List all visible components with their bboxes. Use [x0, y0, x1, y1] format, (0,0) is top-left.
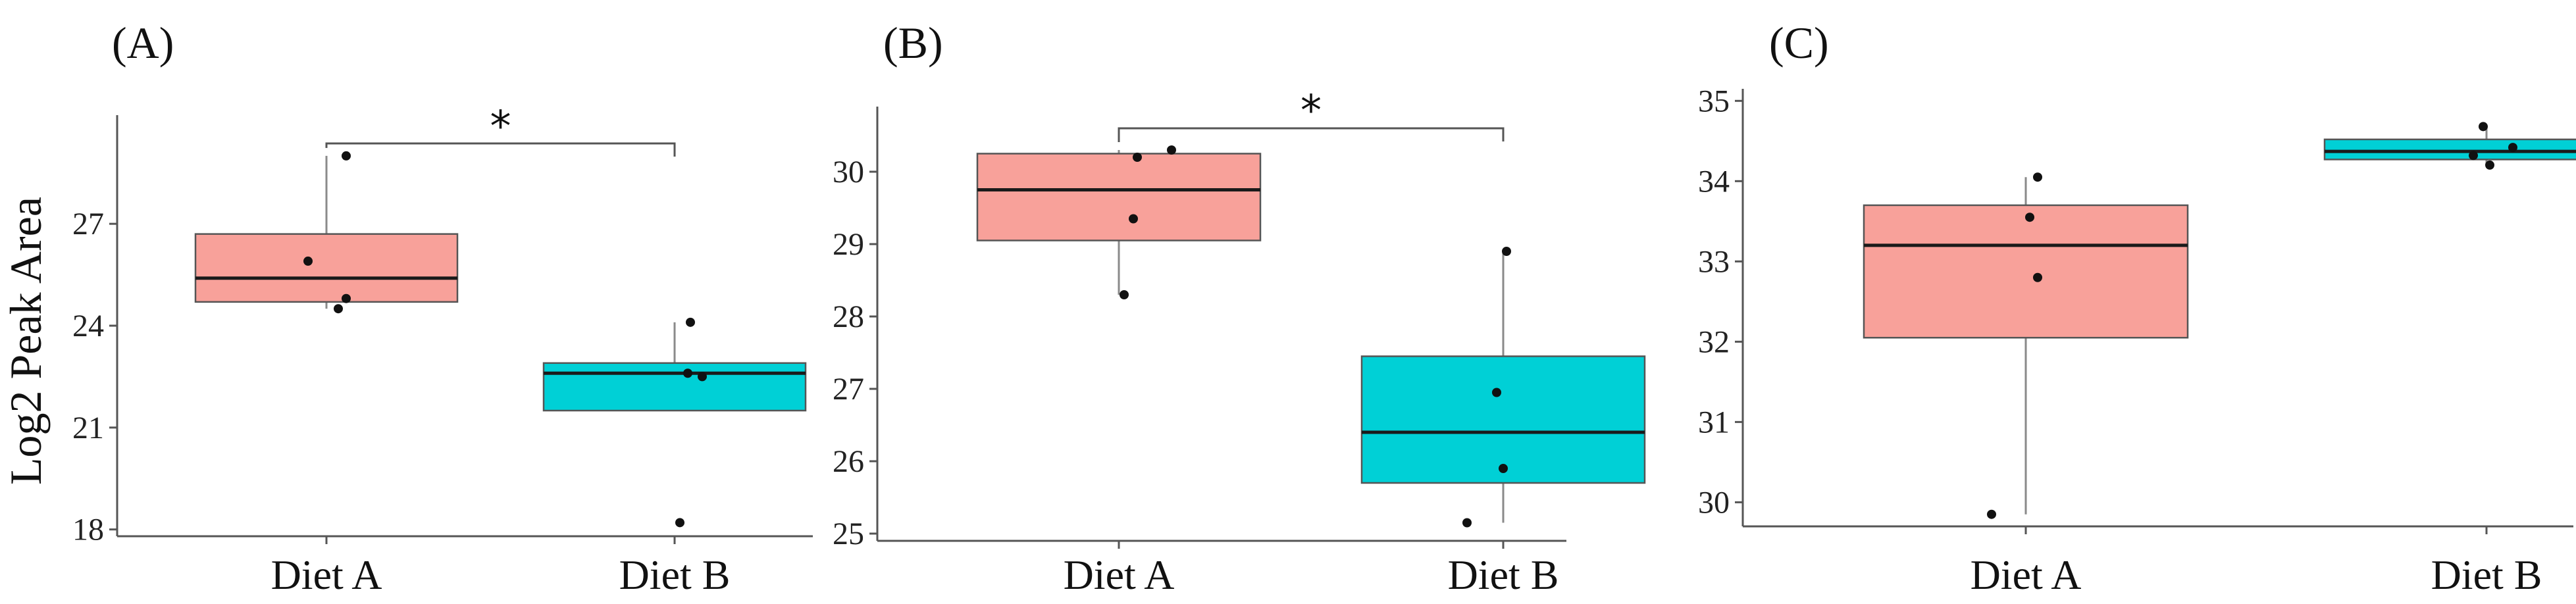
panel-c-data-point-diet-b — [2469, 151, 2478, 161]
panel-a-data-point-diet-a — [334, 304, 343, 314]
panel-b-data-point-diet-a — [1129, 214, 1138, 224]
panel-a-data-point-diet-a — [303, 256, 313, 266]
panel-c-category-label-diet-b: Diet B — [2431, 551, 2542, 598]
panel-a-data-point-diet-b — [675, 518, 684, 528]
panel-a-significance-bracket — [325, 142, 676, 157]
panel-c-letter: (C) — [1769, 18, 1829, 68]
panel-b-category-label-diet-b: Diet B — [1448, 551, 1559, 598]
panel-c-data-point-diet-b — [2508, 143, 2517, 153]
panel-c-data-point-diet-b — [2485, 160, 2494, 170]
panel-b-data-point-diet-b — [1502, 247, 1511, 256]
panel-a-y-tick-label: 18 — [72, 513, 104, 547]
panel-b-data-point-diet-a — [1167, 145, 1176, 155]
panel-c-data-point-diet-a — [2033, 172, 2042, 182]
panel-a-box-diet-b — [542, 362, 807, 412]
panel-b-data-point-diet-a — [1120, 290, 1129, 299]
panel-c-data-point-diet-a — [2025, 213, 2034, 222]
panel-b-data-point-diet-a — [1133, 153, 1142, 162]
panel-a: (A) 18 21 24 27 Diet A Diet B * — [72, 18, 813, 598]
panel-a-data-point-diet-a — [342, 151, 351, 161]
panel-b-data-point-diet-b — [1462, 518, 1472, 528]
panel-c-data-point-diet-a — [2033, 272, 2042, 282]
panel-a-y-tick-label: 24 — [72, 309, 104, 343]
panel-b: (B) 25 26 27 28 29 30 Diet A Diet B * — [833, 18, 1646, 598]
panel-a-y-tick-label: 27 — [72, 207, 104, 241]
panel-b-y-tick-label: 25 — [833, 516, 864, 551]
panel-b-data-point-diet-b — [1492, 388, 1501, 397]
panel-a-data-point-diet-b — [683, 368, 692, 378]
panel-b-category-label-diet-a: Diet A — [1064, 551, 1175, 598]
panel-c-box-diet-a — [1863, 204, 2189, 339]
panel-b-significance-star: * — [1301, 87, 1322, 136]
panel-c-box-diet-b — [2323, 138, 2576, 161]
panel-b-y-tick-label: 28 — [833, 299, 864, 334]
panel-b-letter: (B) — [883, 18, 943, 68]
panel-b-box-diet-a — [976, 153, 1262, 241]
panel-b-data-point-diet-b — [1499, 464, 1508, 473]
panel-b-y-tick-label: 29 — [833, 227, 864, 262]
panel-c-y-tick-label: 34 — [1698, 164, 1730, 199]
panel-a-box-diet-a — [194, 233, 459, 303]
panel-c: (C) 30 31 32 33 34 35 Diet A Diet B — [1698, 18, 2576, 598]
panel-b-significance-bracket — [1118, 127, 1505, 142]
panel-a-category-label-diet-a: Diet A — [271, 551, 382, 598]
panel-b-box-diet-b — [1360, 355, 1646, 484]
panel-a-significance-star: * — [490, 103, 511, 151]
panel-c-y-tick-label: 30 — [1698, 485, 1730, 520]
panel-c-data-point-diet-a — [1987, 509, 1996, 519]
panel-c-data-point-diet-b — [2479, 122, 2488, 132]
panel-a-data-point-diet-b — [686, 317, 695, 327]
panel-c-y-tick-label: 33 — [1698, 244, 1730, 279]
panel-c-category-label-diet-a: Diet A — [1971, 551, 2082, 598]
panel-a-data-point-diet-b — [698, 372, 707, 382]
panel-b-y-tick-label: 30 — [833, 155, 864, 189]
panel-a-data-point-diet-a — [342, 293, 351, 303]
panel-b-y-tick-label: 26 — [833, 444, 864, 479]
y-axis-label: Log2 Peak Area — [1, 197, 51, 485]
panel-a-category-label-diet-b: Diet B — [619, 551, 731, 598]
panel-c-y-tick-label: 32 — [1698, 324, 1730, 359]
panel-a-y-tick-label: 21 — [72, 411, 104, 445]
panel-a-letter: (A) — [112, 18, 174, 68]
panel-c-y-tick-label: 31 — [1698, 405, 1730, 440]
panel-b-y-tick-label: 27 — [833, 372, 864, 407]
panel-c-y-tick-label: 35 — [1698, 84, 1730, 118]
